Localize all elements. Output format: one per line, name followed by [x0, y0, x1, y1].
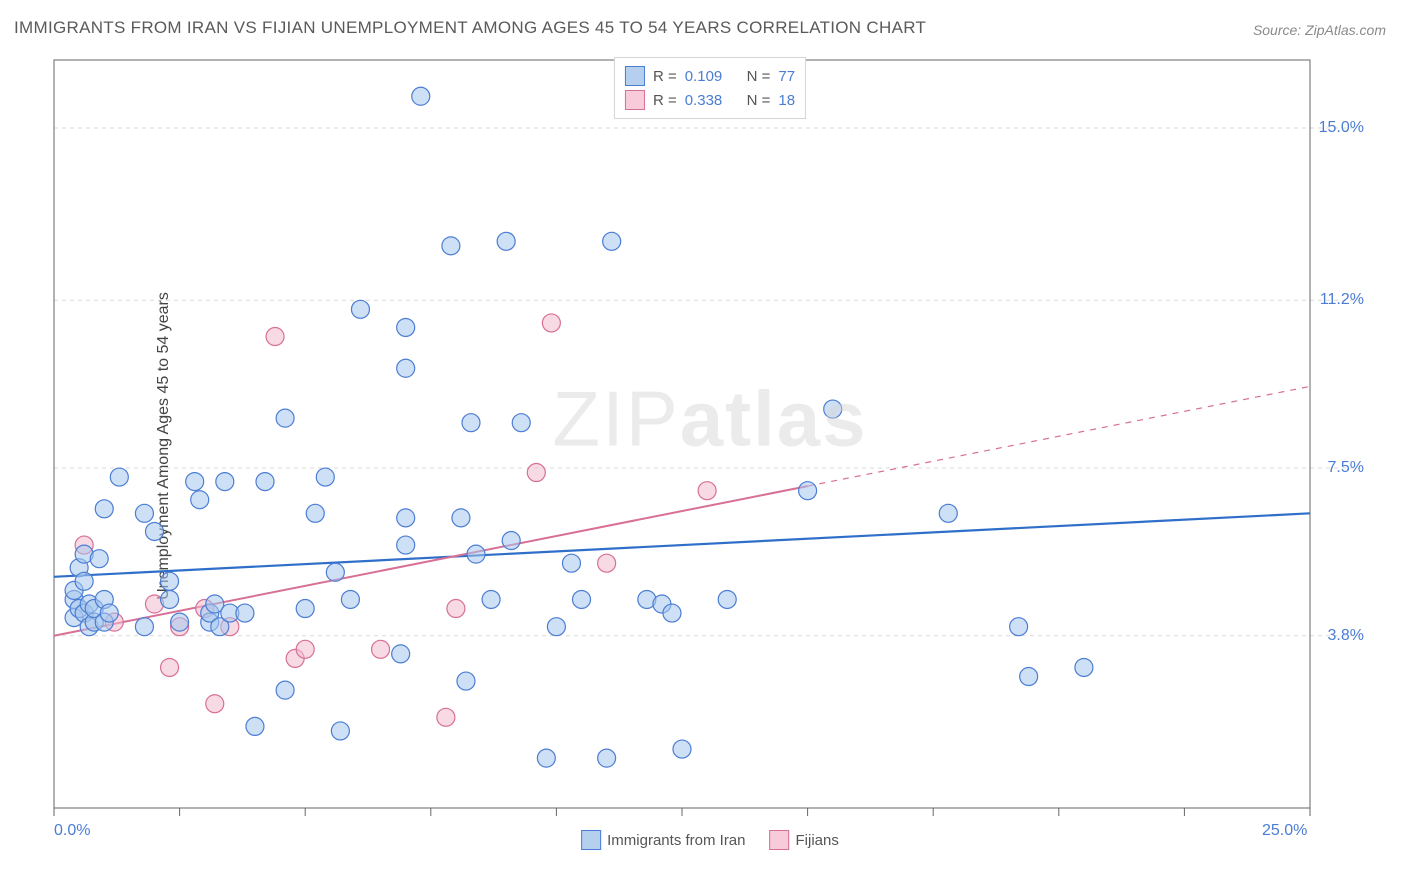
x-tick-label: 25.0% [1262, 822, 1307, 840]
y-tick-label: 15.0% [1319, 119, 1364, 137]
source-attribution: Source: ZipAtlas.com [1253, 22, 1386, 38]
legend-bottom: Immigrants from Iran Fijians [581, 830, 839, 850]
legend-item-iran: Immigrants from Iran [581, 830, 745, 850]
chart-title: IMMIGRANTS FROM IRAN VS FIJIAN UNEMPLOYM… [14, 18, 926, 38]
legend-label-iran: Immigrants from Iran [607, 832, 745, 849]
y-tick-label: 11.2% [1320, 291, 1364, 309]
r-value: 0.338 [685, 92, 723, 109]
legend-item-fijians: Fijians [770, 830, 839, 850]
swatch-blue [625, 66, 645, 86]
swatch-blue [581, 830, 601, 850]
legend-label-fijians: Fijians [796, 832, 839, 849]
r-value: 0.109 [685, 68, 723, 85]
y-tick-label: 7.5% [1328, 459, 1364, 477]
y-tick-label: 3.8% [1328, 627, 1364, 645]
swatch-pink [625, 90, 645, 110]
legend-top: R = 0.109 N = 77 R = 0.338 N = 18 [614, 57, 806, 119]
swatch-pink [770, 830, 790, 850]
x-tick-label: 0.0% [54, 822, 90, 840]
legend-top-row: R = 0.109 N = 77 [625, 64, 795, 88]
plot-area: ZIPatlas R = 0.109 N = 77 R = 0.338 N = … [50, 56, 1370, 846]
scatter-chart-svg [50, 56, 1370, 846]
r-label: R = [653, 92, 677, 109]
page: IMMIGRANTS FROM IRAN VS FIJIAN UNEMPLOYM… [0, 0, 1406, 892]
r-label: R = [653, 68, 677, 85]
n-value: 77 [778, 68, 795, 85]
n-label: N = [747, 92, 771, 109]
n-label: N = [747, 68, 771, 85]
legend-top-row: R = 0.338 N = 18 [625, 88, 795, 112]
n-value: 18 [778, 92, 795, 109]
